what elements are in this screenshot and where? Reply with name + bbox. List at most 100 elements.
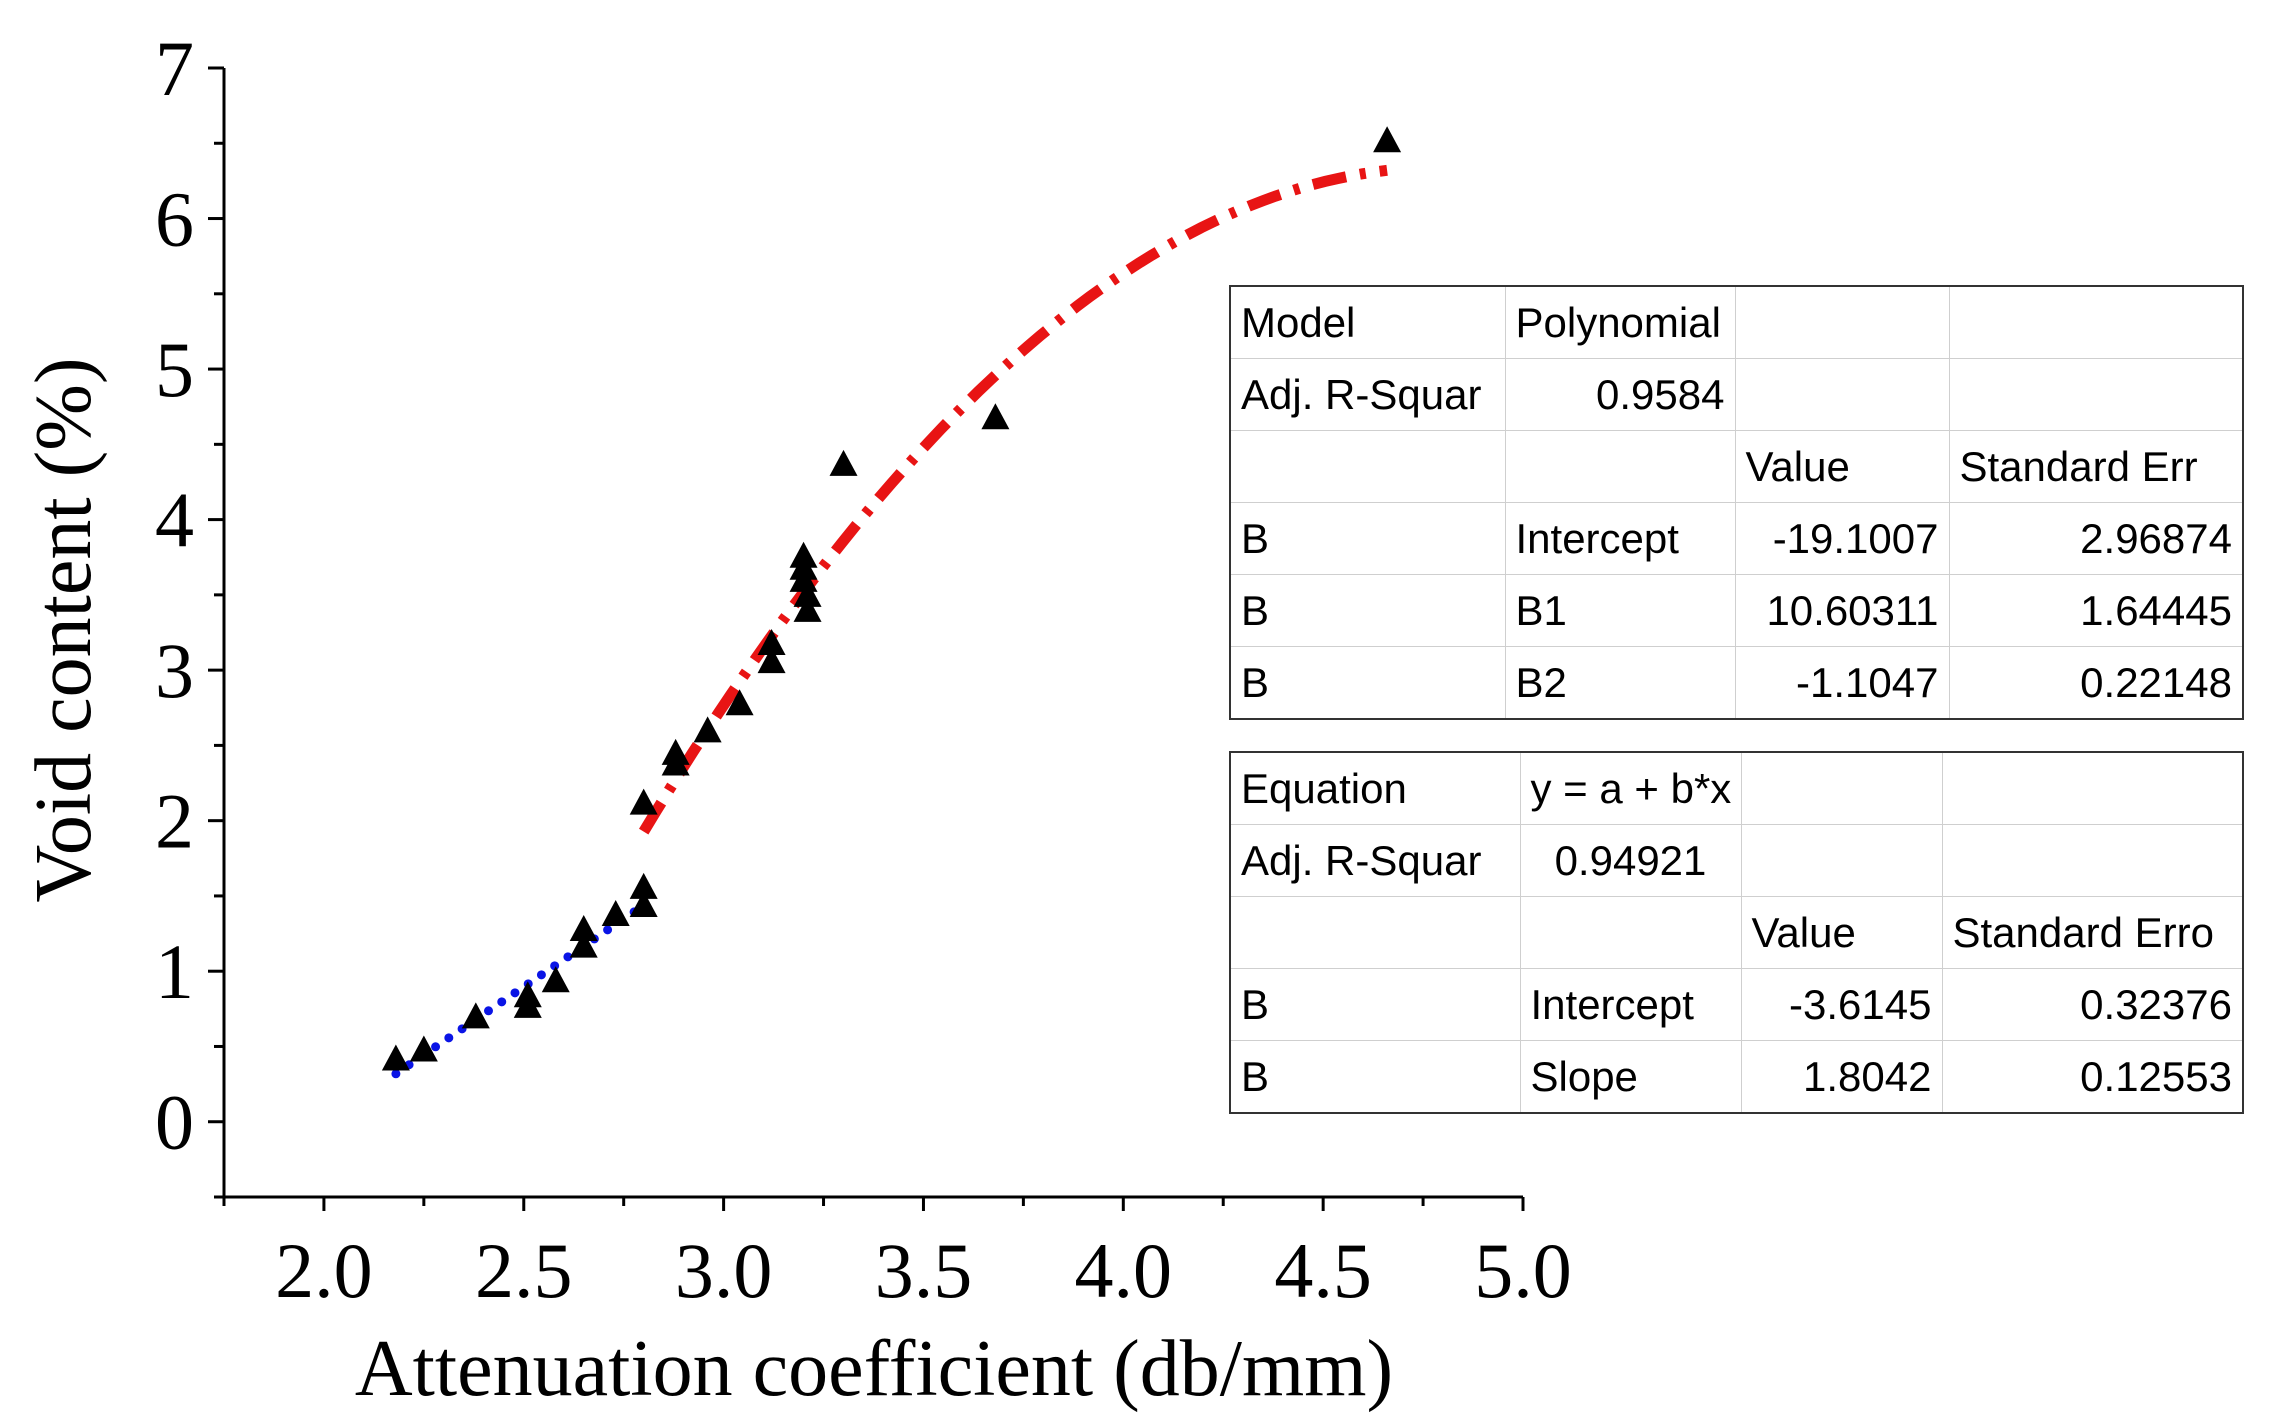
y-tick-label: 5: [155, 326, 194, 413]
polynomial-table-cell: [1948, 285, 2244, 359]
polynomial-table-row: Model Polynomial: [1229, 285, 2244, 359]
data-point-triangle: [661, 749, 690, 776]
linear-table-cell: [1941, 824, 2244, 897]
polynomial-table-cell: 2.96874: [1948, 502, 2244, 575]
data-point-triangle: [693, 716, 722, 743]
data-point-triangle: [789, 565, 818, 592]
polynomial-table-cell: B1: [1504, 574, 1736, 647]
linear-table-cell: B: [1229, 1040, 1521, 1114]
polynomial-table-cell: -19.1007: [1734, 502, 1950, 575]
polynomial-table-cell: Intercept: [1504, 502, 1736, 575]
data-point-triangle: [461, 1002, 490, 1029]
polynomial-table-cell: [1229, 430, 1506, 503]
linear-table-cell: Adj. R-Squar: [1229, 824, 1521, 897]
polynomial-table-cell: [1948, 358, 2244, 431]
linear-table-cell: [1740, 824, 1943, 897]
data-point-triangle: [569, 915, 598, 942]
data-point-triangle: [601, 899, 630, 926]
x-tick-label: 3.5: [875, 1227, 973, 1314]
polynomial-table-cell: Polynomial: [1504, 285, 1736, 359]
linear-table-row: B Slope 1.8042 0.12553: [1229, 1040, 2244, 1114]
data-point-triangle: [757, 629, 786, 656]
linear-fit-line: [391, 900, 649, 1079]
data-point-triangle: [409, 1035, 438, 1062]
linear-table-cell: [1519, 896, 1742, 969]
linear-table-cell: y = a + b*x: [1519, 751, 1742, 825]
polynomial-fit-table: Model Polynomial Adj. R-Squar 0.9584 Value St…: [1229, 285, 2244, 720]
linear-table-row: Equation y = a + b*x: [1229, 751, 2244, 825]
polynomial-table-cell: 0.22148: [1948, 646, 2244, 720]
polynomial-table-cell: Model: [1229, 285, 1506, 359]
linear-table-row: Value Standard Erro: [1229, 896, 2244, 969]
polynomial-table-cell: 1.64445: [1948, 574, 2244, 647]
polynomial-table-row: B B2 -1.1047 0.22148: [1229, 646, 2244, 720]
x-axis-title: Attenuation coefficient (db/mm): [355, 1325, 1393, 1413]
y-axis-title: Void content (%): [20, 357, 108, 902]
polynomial-table-cell: B: [1229, 646, 1506, 720]
linear-table-cell: [1941, 751, 2244, 825]
linear-table-cell: Value: [1740, 896, 1943, 969]
y-tick-label: 7: [155, 25, 194, 112]
polynomial-table-row: B Intercept -19.1007 2.96874: [1229, 502, 2244, 575]
polynomial-table-cell: B: [1229, 502, 1506, 575]
linear-table-row: Adj. R-Squar 0.94921: [1229, 824, 2244, 897]
y-tick-label: 3: [155, 627, 194, 714]
y-tick-label: 1: [155, 928, 194, 1015]
x-tick-label: 4.0: [1075, 1227, 1173, 1314]
linear-table-row: B Intercept -3.6145 0.32376: [1229, 968, 2244, 1041]
polynomial-table-cell: Value: [1734, 430, 1950, 503]
linear-table-cell: 0.94921: [1519, 824, 1742, 897]
x-ticks: [222, 1197, 1525, 1211]
axes: [222, 68, 1523, 1199]
y-tick-label: 4: [155, 477, 194, 564]
polynomial-table-cell: B2: [1504, 646, 1736, 720]
polynomial-table-cell: [1504, 430, 1736, 503]
data-point-triangle: [793, 580, 822, 607]
linear-table-cell: [1740, 751, 1943, 825]
y-ticks: [208, 66, 224, 1199]
data-point-triangle: [513, 991, 542, 1018]
data-point-triangle: [981, 403, 1010, 430]
polynomial-table-row: Adj. R-Squar 0.9584: [1229, 358, 2244, 431]
linear-table-cell: Equation: [1229, 751, 1521, 825]
data-point-triangle: [829, 449, 858, 476]
data-points: [381, 126, 1402, 1071]
linear-table-cell: Intercept: [1519, 968, 1742, 1041]
polynomial-table-cell: B: [1229, 574, 1506, 647]
polynomial-table-cell: 0.9584: [1504, 358, 1736, 431]
data-point-triangle: [725, 689, 754, 716]
polynomial-table-cell: [1734, 358, 1950, 431]
data-point-triangle: [629, 872, 658, 899]
data-point-triangle: [629, 890, 658, 917]
x-tick-label: 2.0: [275, 1227, 373, 1314]
data-point-triangle: [629, 788, 658, 815]
x-tick-labels: 2.0 2.5 3.0 3.5 4.0 4.5 5.0: [275, 1227, 1572, 1314]
y-tick-label: 6: [155, 176, 194, 263]
y-tick-label: 2: [155, 778, 194, 865]
data-point-triangle: [757, 647, 786, 674]
polynomial-table-row: Value Standard Err: [1229, 430, 2244, 503]
data-point-triangle: [381, 1044, 410, 1071]
data-point-triangle: [569, 931, 598, 958]
linear-fit-table: Equation y = a + b*x Adj. R-Squar 0.94921 Va…: [1229, 751, 2244, 1114]
x-tick-label: 3.0: [675, 1227, 773, 1314]
polynomial-table-cell: -1.1047: [1734, 646, 1950, 720]
data-point-triangle: [1373, 126, 1402, 153]
linear-table-cell: B: [1229, 968, 1521, 1041]
polynomial-table-row: B B1 10.60311 1.64445: [1229, 574, 2244, 647]
polynomial-table-cell: Adj. R-Squar: [1229, 358, 1506, 431]
x-tick-label: 4.5: [1274, 1227, 1372, 1314]
linear-table-cell: 0.32376: [1941, 968, 2244, 1041]
polynomial-table-cell: 10.60311: [1734, 574, 1950, 647]
polynomial-table-cell: Standard Err: [1948, 430, 2244, 503]
data-point-triangle: [541, 966, 570, 993]
y-tick-labels: 0 1 2 3 4 5 6 7: [155, 25, 194, 1166]
polynomial-table-cell: [1734, 285, 1950, 359]
x-tick-label: 2.5: [475, 1227, 573, 1314]
x-tick-label: 5.0: [1474, 1227, 1572, 1314]
y-tick-label: 0: [155, 1079, 194, 1166]
linear-table-cell: Standard Erro: [1941, 896, 2244, 969]
linear-table-cell: [1229, 896, 1521, 969]
linear-table-cell: -3.6145: [1740, 968, 1943, 1041]
